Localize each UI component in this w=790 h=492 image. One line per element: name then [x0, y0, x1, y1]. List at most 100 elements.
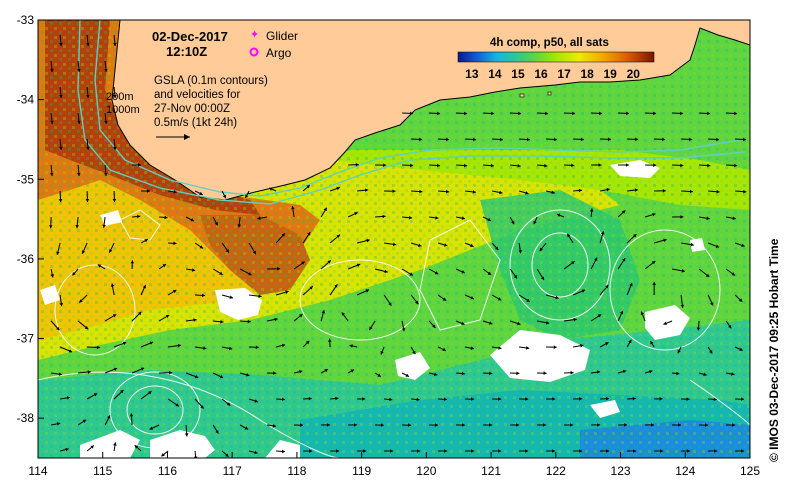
- x-tick-label: 114: [28, 464, 47, 478]
- velocity-arrow-head: [93, 393, 98, 397]
- velocity-arrow-head: [237, 224, 241, 228]
- velocity-arrow-head: [219, 374, 224, 379]
- gsla-contours: [38, 209, 750, 458]
- velocity-arrow-head: [113, 146, 117, 150]
- velocity-arrow-head: [300, 423, 303, 427]
- velocity-arrow-head: [148, 391, 152, 395]
- velocity-arrow-head: [710, 302, 714, 306]
- velocity-arrow-head: [570, 423, 574, 427]
- velocity-arrow-head: [633, 449, 637, 453]
- velocity-arrow-head: [443, 397, 447, 402]
- velocity-arrow-head: [281, 449, 285, 454]
- velocity-arrow-head: [85, 199, 90, 202]
- velocity-arrow-head: [380, 423, 384, 427]
- velocity-arrow-head: [581, 289, 586, 293]
- velocity-arrow-head: [580, 137, 584, 142]
- velocity-arrow-head: [640, 311, 645, 315]
- cloud-mask: [40, 160, 705, 458]
- velocity-arrow-head: [72, 272, 76, 276]
- velocity-arrow-head: [660, 449, 664, 453]
- velocity-arrow-head: [471, 449, 475, 453]
- velocity-arrow-head: [663, 238, 667, 243]
- velocity-arrow-head: [571, 261, 575, 265]
- velocity-arrow-head: [573, 317, 577, 322]
- velocity-arrow-head: [650, 341, 654, 345]
- velocity-arrow-head: [435, 423, 438, 427]
- velocity-arrow-head: [77, 68, 81, 72]
- x-tick-label: 121: [481, 464, 501, 478]
- velocity-arrow-head: [120, 390, 124, 394]
- velocity-arrow-head: [690, 242, 694, 247]
- velocity-arrow-head: [306, 185, 310, 189]
- velocity-arrow-head: [495, 246, 499, 250]
- argo-marker-icon: [249, 47, 259, 57]
- velocity-arrow-head: [516, 423, 520, 427]
- velocity-arrow-head: [215, 430, 219, 434]
- velocity-arrow-head: [365, 188, 369, 192]
- velocity-arrow-head: [680, 163, 684, 168]
- x-tick-label: 122: [546, 464, 566, 478]
- velocity-arrow-head: [578, 188, 582, 193]
- velocity-arrow-head: [324, 369, 328, 373]
- velocity-arrow-head: [138, 311, 142, 316]
- velocity-arrow-head: [707, 163, 711, 168]
- velocity-arrow-head: [678, 423, 681, 427]
- velocity-arrow-head: [545, 111, 549, 116]
- velocity-arrow-head: [362, 397, 366, 401]
- velocity-arrow-head: [50, 120, 54, 124]
- velocity-arrow-head: [410, 111, 414, 116]
- velocity-arrow-head: [353, 423, 357, 427]
- velocity-arrow-head: [305, 340, 310, 345]
- velocity-arrow-head: [291, 206, 295, 210]
- velocity-arrow-head: [461, 371, 465, 376]
- velocity-arrow-head: [272, 424, 276, 428]
- velocity-arrow-head: [629, 283, 633, 287]
- velocity-arrow-head: [490, 163, 494, 168]
- velocity-arrow-head: [626, 111, 630, 116]
- velocity-arrow-head: [309, 449, 313, 453]
- y-tick-label: -34: [17, 93, 35, 107]
- velocity-arrow-head: [79, 299, 83, 303]
- velocity-arrow-head: [194, 374, 199, 379]
- velocity-arrow-head: [732, 216, 736, 220]
- velocity-arrow-head: [410, 163, 414, 168]
- gsla-info-line2: and velocities for: [154, 89, 240, 101]
- y-tick-label: -33: [17, 13, 35, 27]
- velocity-arrow-head: [336, 186, 340, 191]
- velocity-arrow-head: [412, 350, 416, 355]
- velocity-arrow-head: [226, 402, 231, 406]
- velocity-arrow-head: [335, 396, 339, 401]
- velocity-arrow-head: [113, 94, 117, 98]
- velocity-arrow-head: [58, 372, 62, 376]
- velocity-arrow-head: [390, 449, 394, 453]
- colorbar-label: 17: [557, 67, 571, 81]
- velocity-arrow-head: [130, 260, 135, 264]
- velocity-arrow-head: [146, 189, 150, 193]
- velocity-arrow-head: [705, 423, 708, 427]
- velocity-arrow-head: [622, 258, 626, 262]
- velocity-arrow-head: [248, 272, 252, 276]
- velocity-arrow-head: [652, 282, 656, 285]
- velocity-arrow-head: [129, 413, 134, 417]
- velocity-arrow-head: [619, 310, 624, 315]
- colorbar-label: 20: [627, 67, 641, 81]
- velocity-arrow-head: [696, 327, 701, 331]
- velocity-arrow-head: [435, 216, 439, 220]
- velocity-arrow-head: [570, 370, 574, 375]
- velocity-arrow-head: [662, 137, 666, 142]
- gsla-info-line3: 27-Nov 00:00Z: [154, 103, 230, 115]
- velocity-arrow-head: [164, 215, 168, 220]
- velocity-arrow-head: [677, 349, 681, 354]
- velocity-arrow-head: [81, 250, 86, 254]
- velocity-arrow-head: [122, 341, 127, 346]
- colorbar-labels: 13 14 15 16 17 18 19 20: [465, 67, 640, 81]
- velocity-arrow-head: [274, 317, 278, 322]
- island: [547, 91, 552, 96]
- velocity-arrow-head: [323, 207, 327, 212]
- velocity-arrow-head: [689, 137, 693, 142]
- velocity-arrow-head: [597, 314, 602, 318]
- velocity-arrow-head: [219, 271, 223, 275]
- velocity-arrow-head: [597, 423, 601, 427]
- velocity-arrow-head: [470, 296, 474, 300]
